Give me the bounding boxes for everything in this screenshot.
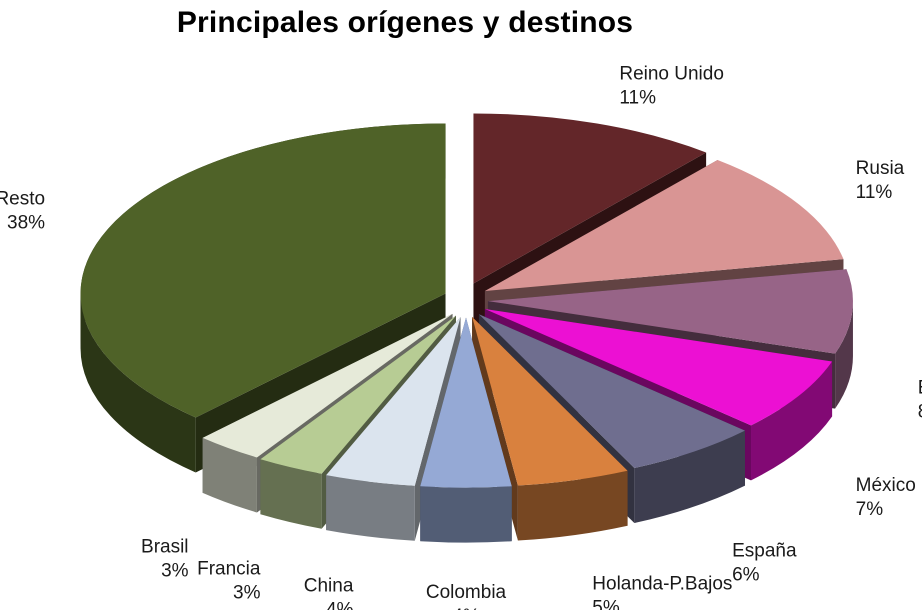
slice-holanda-p-bajos [472,316,628,541]
slice-label-holanda-p-bajos: Holanda-P.Bajos [592,574,732,595]
slice-top-colombia [420,317,512,488]
slice-wall-ee-uu [835,301,853,409]
slice-top-ee-uu [487,269,853,354]
slice-wall-francia [260,459,322,529]
slice-value-label-colombia: 4% [452,606,480,610]
slice-wall-brasil [202,437,257,513]
slice-value-label-ee-uu: 8% [918,402,922,423]
slice-label-mexico: México [856,475,916,496]
slice-value-label-francia: 3% [233,582,261,603]
slice-top-mexico [484,308,833,426]
slice-top-francia [260,315,457,474]
slice-label-resto: Resto [0,189,45,210]
slice-colombia [420,317,512,543]
slice-top-rusia [484,160,844,292]
slice-wall-resto [80,293,196,473]
slice-label-brasil: Brasil [141,536,189,557]
slice-label-colombia: Colombia [426,582,507,603]
chart-title: Principales orígenes y destinos [176,6,634,39]
slice-value-label-holanda-p-bajos: 5% [592,598,620,610]
slice-value-label-china: 4% [326,599,354,610]
slice-value-label-mexico: 7% [856,499,884,520]
slice-label-ee-uu: EE. UU. [918,378,922,399]
slice-top-espana [478,314,746,469]
slice-top-resto [80,123,446,418]
slice-label-rusia: Rusia [856,158,905,179]
slice-value-label-reino-unido: 11% [619,88,656,109]
slice-wall-mexico [751,361,833,481]
slice-top-reino-unido [473,113,707,284]
slice-label-francia: Francia [197,558,261,579]
slice-wall-holanda-p-bajos [517,470,628,541]
slice-top-china [326,317,461,486]
slice-value-label-espana: 6% [732,565,760,586]
slice-top-brasil [202,313,453,458]
slice-top-holanda-p-bajos [472,316,628,486]
slice-label-espana: España [732,541,797,562]
slice-value-label-rusia: 11% [856,182,893,203]
slice-label-china: China [304,575,354,596]
slice-value-label-brasil: 3% [161,560,189,581]
slice-value-label-resto: 38% [7,213,45,234]
slice-wall-colombia [420,486,512,543]
slice-label-reino-unido: Reino Unido [619,64,724,85]
slice-wall-espana [634,430,746,524]
slice-wall-china [326,475,415,541]
